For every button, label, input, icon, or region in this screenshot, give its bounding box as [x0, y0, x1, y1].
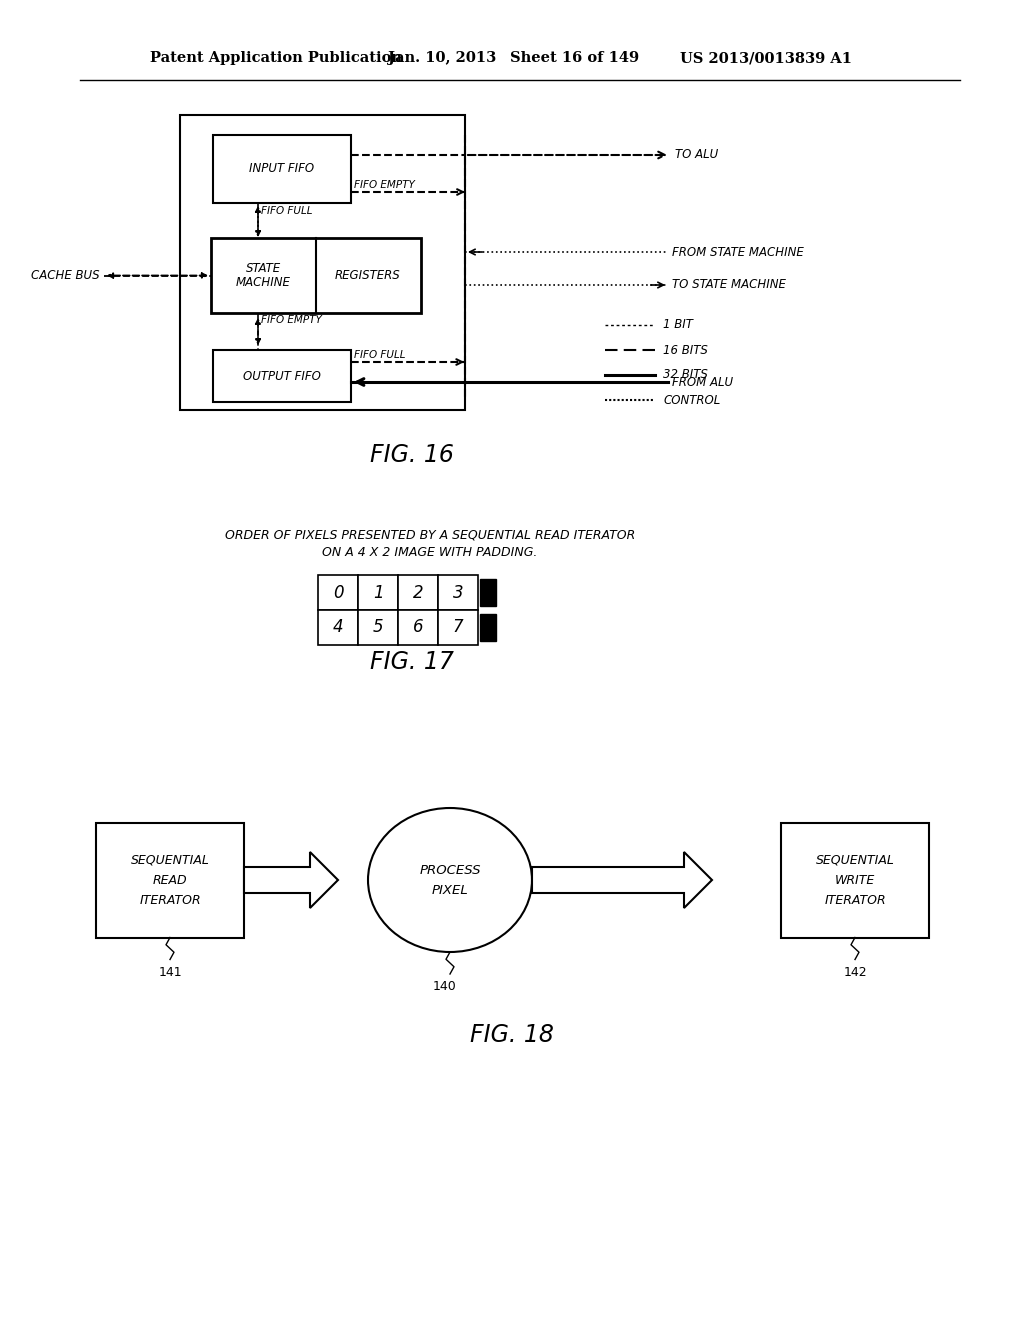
Text: INPUT FIFO: INPUT FIFO — [250, 162, 314, 176]
Text: Patent Application Publication: Patent Application Publication — [150, 51, 402, 65]
Text: FIFO FULL: FIFO FULL — [261, 206, 312, 216]
Bar — [480, 579, 496, 606]
Text: TO STATE MACHINE: TO STATE MACHINE — [672, 279, 785, 292]
Text: TO ALU: TO ALU — [675, 149, 718, 161]
Text: ON A 4 X 2 IMAGE WITH PADDING.: ON A 4 X 2 IMAGE WITH PADDING. — [323, 546, 538, 560]
Bar — [180, 115, 465, 411]
Text: Jan. 10, 2013: Jan. 10, 2013 — [388, 51, 497, 65]
Text: 4: 4 — [333, 619, 343, 636]
Text: FIFO EMPTY: FIFO EMPTY — [261, 315, 322, 325]
Text: SEQUENTIAL
READ
ITERATOR: SEQUENTIAL READ ITERATOR — [131, 854, 210, 907]
Bar — [358, 576, 398, 610]
Text: FIG. 16: FIG. 16 — [370, 444, 454, 467]
Bar — [211, 238, 421, 313]
Text: 6: 6 — [413, 619, 423, 636]
Text: US 2013/0013839 A1: US 2013/0013839 A1 — [680, 51, 852, 65]
Text: 1 BIT: 1 BIT — [663, 318, 693, 331]
Polygon shape — [532, 851, 712, 908]
Text: FIG. 17: FIG. 17 — [370, 649, 454, 675]
Bar — [96, 822, 244, 937]
Text: 141: 141 — [158, 965, 182, 978]
Bar — [438, 610, 478, 645]
Text: 2: 2 — [413, 583, 423, 602]
Text: Sheet 16 of 149: Sheet 16 of 149 — [510, 51, 639, 65]
Bar — [318, 576, 358, 610]
Bar — [438, 576, 478, 610]
Text: SEQUENTIAL
WRITE
ITERATOR: SEQUENTIAL WRITE ITERATOR — [815, 854, 894, 907]
Text: 5: 5 — [373, 619, 383, 636]
Ellipse shape — [368, 808, 532, 952]
Bar — [398, 576, 438, 610]
Text: REGISTERS: REGISTERS — [335, 269, 400, 282]
Bar — [213, 135, 351, 203]
Bar — [213, 350, 351, 403]
Bar — [480, 614, 496, 642]
Text: CACHE BUS: CACHE BUS — [32, 269, 100, 282]
Text: ORDER OF PIXELS PRESENTED BY A SEQUENTIAL READ ITERATOR: ORDER OF PIXELS PRESENTED BY A SEQUENTIA… — [225, 528, 635, 541]
Bar — [398, 610, 438, 645]
Text: 0: 0 — [333, 583, 343, 602]
Text: 3: 3 — [453, 583, 463, 602]
Text: 1: 1 — [373, 583, 383, 602]
Text: 142: 142 — [843, 965, 866, 978]
Text: CONTROL: CONTROL — [663, 393, 720, 407]
Bar — [318, 610, 358, 645]
Text: 7: 7 — [453, 619, 463, 636]
Text: STATE
MACHINE: STATE MACHINE — [236, 261, 291, 289]
Bar — [781, 822, 929, 937]
Text: OUTPUT FIFO: OUTPUT FIFO — [243, 370, 321, 383]
Text: 16 BITS: 16 BITS — [663, 343, 708, 356]
Text: FROM ALU: FROM ALU — [672, 375, 733, 388]
Text: FIG. 18: FIG. 18 — [470, 1023, 554, 1047]
Bar — [358, 610, 398, 645]
Text: FROM STATE MACHINE: FROM STATE MACHINE — [672, 246, 804, 259]
Polygon shape — [244, 851, 338, 908]
Text: 140: 140 — [433, 979, 457, 993]
Text: FIFO EMPTY: FIFO EMPTY — [354, 180, 415, 190]
Text: PROCESS
PIXEL: PROCESS PIXEL — [419, 863, 480, 896]
Text: FIFO FULL: FIFO FULL — [354, 350, 406, 360]
Text: 32 BITS: 32 BITS — [663, 368, 708, 381]
